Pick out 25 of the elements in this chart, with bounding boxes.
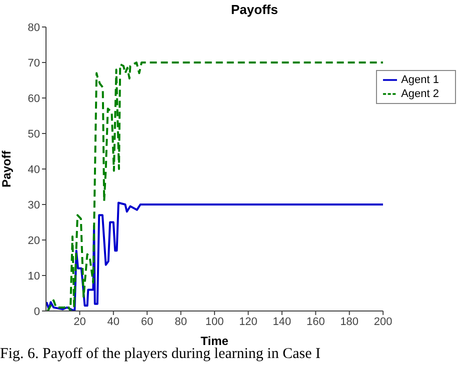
- legend-label: Agent 2: [401, 88, 439, 100]
- x-tick-label: 180: [340, 316, 359, 328]
- x-tick-label: 160: [306, 316, 325, 328]
- y-tick-label: 20: [28, 234, 40, 247]
- x-tick-label: 100: [205, 316, 224, 328]
- x-tick-label: 40: [107, 316, 120, 328]
- chart-title: Payoffs: [230, 2, 279, 17]
- legend-label: Agent 1: [401, 74, 439, 86]
- y-tick-label: 40: [28, 164, 40, 176]
- y-tick-label: 50: [28, 128, 40, 140]
- x-tick-label: 80: [174, 316, 187, 328]
- y-tick-label: 0: [34, 306, 40, 318]
- x-tick-label: 60: [141, 316, 154, 328]
- y-tick-label: 10: [28, 270, 40, 282]
- x-tick-label: 20: [74, 316, 86, 328]
- y-tick-label: 70: [28, 57, 40, 70]
- x-axis-title: Time: [200, 334, 229, 348]
- y-tick-label: 80: [28, 22, 40, 34]
- x-tick-label: 120: [239, 316, 258, 328]
- x-tick-label: 200: [374, 316, 392, 328]
- x-tick-label: 140: [272, 316, 292, 328]
- caption: Fig. 6. Payoff of the players during learning in Case I: [0, 346, 320, 363]
- y-tick-label: 30: [28, 199, 40, 212]
- y-axis-title: Payoff: [0, 150, 14, 188]
- y-tick-label: 60: [28, 92, 40, 105]
